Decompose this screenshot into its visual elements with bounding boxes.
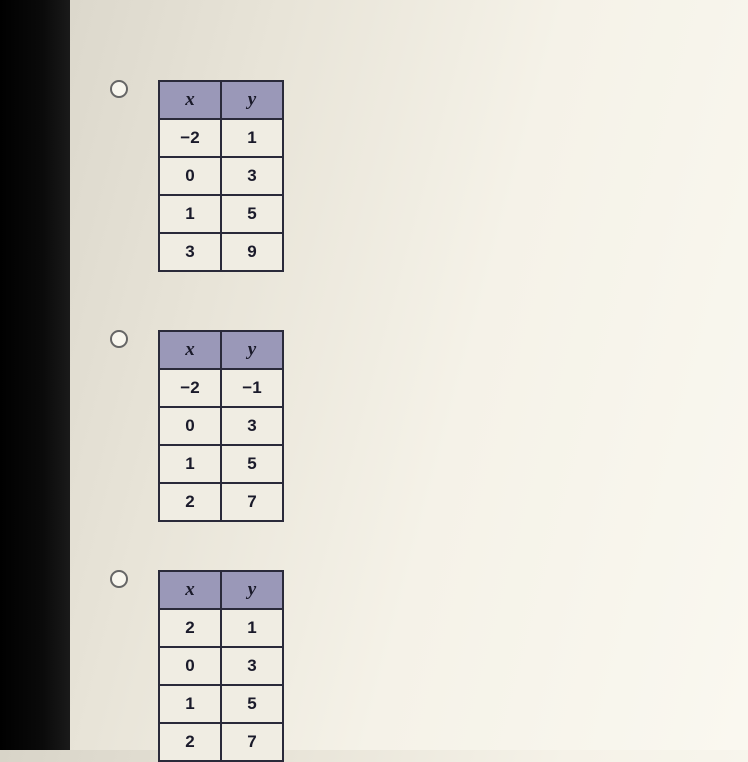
column-header-x: x: [159, 81, 221, 119]
table-cell: 1: [159, 445, 221, 483]
table-row: −2 1: [159, 119, 283, 157]
table-cell: 0: [159, 647, 221, 685]
table-cell: 2: [159, 609, 221, 647]
radio-button[interactable]: [110, 570, 128, 588]
device-bezel: [0, 0, 70, 750]
radio-button[interactable]: [110, 330, 128, 348]
table-cell: 1: [221, 609, 283, 647]
table-cell: 9: [221, 233, 283, 271]
table-row: 1 5: [159, 195, 283, 233]
table-cell: 3: [221, 157, 283, 195]
table-cell: 7: [221, 483, 283, 521]
table-cell: 0: [159, 157, 221, 195]
quiz-content: 7 2 x y −2 1 0 3 1 5 3: [70, 0, 748, 750]
answer-option-2[interactable]: x y −2 −1 0 3 1 5 2 7: [110, 330, 284, 522]
table-cell: 7: [221, 723, 283, 761]
table-row: 1 5: [159, 445, 283, 483]
table-row: 0 3: [159, 157, 283, 195]
table-header-row: x y: [159, 571, 283, 609]
table-row: 1 5: [159, 685, 283, 723]
column-header-x: x: [159, 331, 221, 369]
table-header-row: x y: [159, 81, 283, 119]
table-cell: 2: [159, 723, 221, 761]
table-cell: −1: [221, 369, 283, 407]
table-header-row: x y: [159, 331, 283, 369]
answer-option-3[interactable]: x y 2 1 0 3 1 5 2 7: [110, 570, 284, 762]
table-row: −2 −1: [159, 369, 283, 407]
table-cell: 3: [221, 647, 283, 685]
answer-option-1[interactable]: x y −2 1 0 3 1 5 3 9: [110, 80, 284, 272]
table-cell: −2: [159, 119, 221, 157]
table-row: 3 9: [159, 233, 283, 271]
table-cell: 5: [221, 685, 283, 723]
data-table-3: x y 2 1 0 3 1 5 2 7: [158, 570, 284, 762]
table-cell: 3: [221, 407, 283, 445]
data-table-2: x y −2 −1 0 3 1 5 2 7: [158, 330, 284, 522]
table-row: 2 7: [159, 723, 283, 761]
table-cell: 1: [159, 195, 221, 233]
column-header-x: x: [159, 571, 221, 609]
table-cell: 1: [221, 119, 283, 157]
table-cell: −2: [159, 369, 221, 407]
column-header-y: y: [221, 331, 283, 369]
table-row: 0 3: [159, 407, 283, 445]
table-cell: 3: [159, 233, 221, 271]
table-cell: 1: [159, 685, 221, 723]
table-cell: 0: [159, 407, 221, 445]
table-row: 0 3: [159, 647, 283, 685]
data-table-1: x y −2 1 0 3 1 5 3 9: [158, 80, 284, 272]
table-row: 2 1: [159, 609, 283, 647]
radio-button[interactable]: [110, 80, 128, 98]
table-row: 2 7: [159, 483, 283, 521]
table-cell: 2: [159, 483, 221, 521]
column-header-y: y: [221, 81, 283, 119]
table-cell: 5: [221, 195, 283, 233]
column-header-y: y: [221, 571, 283, 609]
table-cell: 5: [221, 445, 283, 483]
